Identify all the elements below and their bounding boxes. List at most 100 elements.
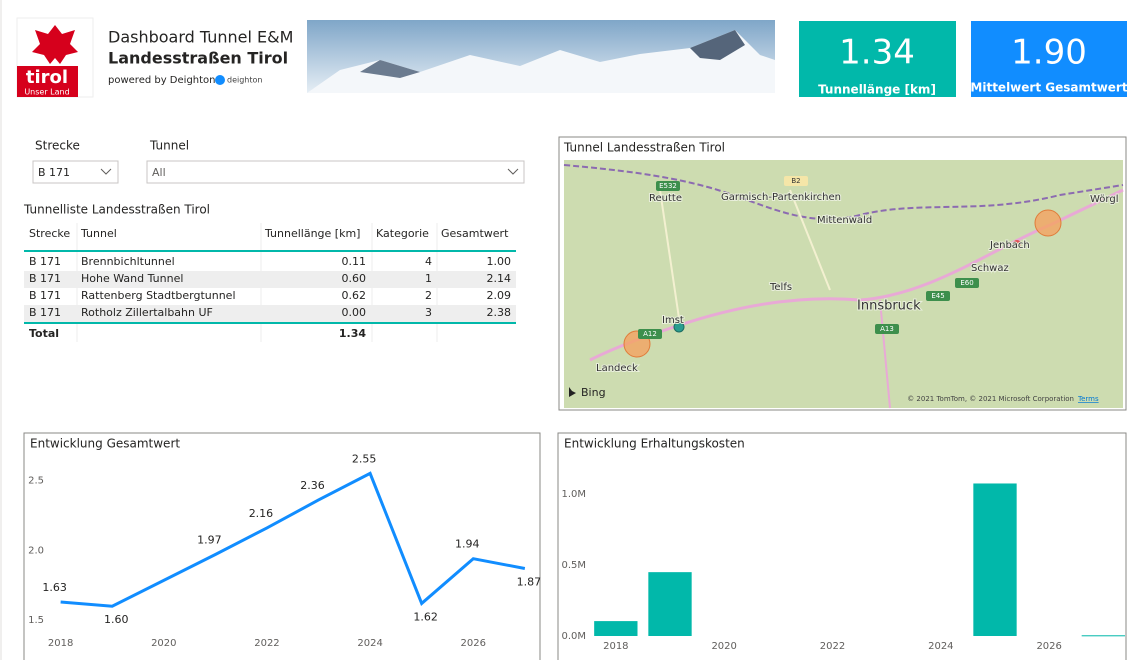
map-road [879, 299, 891, 409]
tunnel-marker[interactable] [1034, 209, 1062, 237]
cell: Rotholz Zillertalbahn UF [81, 306, 213, 319]
map: Reutte Garmisch-Partenkirchen Mittenwald Je… [563, 160, 1124, 409]
kpi-value: 1.34 [839, 33, 915, 73]
bar [648, 572, 692, 636]
logo-sub: Unser Land [24, 88, 69, 97]
dropdown-arrow [507, 168, 519, 175]
total-value: 1.34 [339, 327, 366, 340]
subtitle: Landesstraßen Tirol [108, 49, 288, 68]
data-label: 1.97 [197, 533, 222, 546]
bar [973, 483, 1017, 636]
place-label: Innsbruck [857, 299, 921, 314]
banner-rock [360, 60, 420, 78]
column-header: Tunnellänge [km] [264, 227, 360, 240]
map-terms[interactable]: Terms [1077, 395, 1099, 403]
cell: 0.11 [342, 255, 367, 268]
kpi-card [799, 21, 956, 97]
y-tick-label: 1.5 [28, 615, 44, 626]
logo-eagle [32, 25, 78, 64]
tunnel-marker[interactable] [1013, 240, 1021, 248]
road-label: E60 [960, 279, 973, 287]
chart-panel [23, 432, 541, 660]
charts: 1.5 2.0 2.5 2018 2020 2022 2024 2026 1.63 1.60 1.9… [28, 452, 1125, 652]
data-label: 2.55 [352, 452, 377, 465]
chart-title: Entwicklung Gesamtwert [30, 437, 180, 451]
logo: tirol Unser Land [16, 17, 94, 98]
cell: B 171 [29, 289, 61, 302]
place-label: Telfs [769, 282, 792, 293]
map-road [659, 189, 831, 326]
road-shield [656, 181, 680, 191]
chart-panel [557, 432, 1127, 660]
column-header: Kategorie [376, 227, 429, 240]
x-tick-label: 2022 [254, 638, 279, 649]
road-label: A13 [880, 325, 894, 333]
place-label: Reutte [649, 193, 682, 204]
header-rule [24, 250, 516, 252]
total-rule [24, 322, 516, 324]
cell: 2.38 [487, 306, 512, 319]
data-label: 1.94 [455, 538, 480, 551]
x-tick-label: 2018 [603, 641, 628, 652]
map-copyright: © 2021 TomTom, © 2021 Microsoft Corporat… [907, 395, 1074, 403]
x-tick-label: 2018 [48, 638, 73, 649]
place-label: Imst [662, 315, 684, 326]
x-tick-label: 2022 [820, 641, 845, 652]
kpi-card [971, 21, 1127, 97]
powered: powered by Deighton [108, 75, 216, 86]
bar [1081, 635, 1125, 637]
place-label: Garmisch-Partenkirchen [721, 192, 841, 203]
logo-band [17, 66, 78, 97]
dropdown[interactable] [146, 160, 525, 184]
dropdown[interactable] [32, 160, 119, 184]
filter-label: Tunnel [149, 139, 189, 153]
dropdown-arrow [100, 168, 112, 175]
y-tick-label: 2.0 [28, 545, 44, 556]
line [60, 471, 526, 608]
place-label: Wörgl [1090, 194, 1118, 205]
table: Strecke Tunnel Tunnellänge [km] Kategorie Ge… [24, 223, 516, 342]
map-title: Tunnel Landesstraßen Tirol [563, 141, 725, 155]
total-label: Total [29, 327, 59, 340]
map-land [564, 160, 1123, 408]
cell: 0.62 [342, 289, 367, 302]
column-header: Tunnel [80, 227, 117, 240]
cell: 1.00 [487, 255, 512, 268]
cell: 2 [425, 289, 432, 302]
road-shield [638, 329, 662, 339]
kpi-label: Mittelwert Gesamtwert [970, 81, 1127, 95]
bing-icon [569, 387, 576, 397]
banner-rock [690, 30, 745, 60]
tunnel-marker[interactable] [673, 321, 685, 333]
x-tick-label: 2024 [357, 638, 382, 649]
y-tick-label: 0.0M [561, 631, 586, 642]
road-shield [875, 324, 899, 334]
dropdown-value: B 171 [38, 166, 70, 179]
place-label: Mittenwald [817, 215, 872, 226]
cell: B 171 [29, 272, 61, 285]
data-label: 1.87 [517, 575, 542, 588]
row-band [24, 271, 516, 288]
bar [594, 621, 638, 636]
banner [307, 20, 775, 93]
x-tick-label: 2020 [151, 638, 176, 649]
road-label: B2 [791, 177, 800, 185]
y-tick-label: 1.0M [561, 489, 586, 500]
cell: B 171 [29, 306, 61, 319]
data-label: 2.36 [300, 479, 325, 492]
dropdown-value: All [152, 166, 166, 179]
x-tick-label: 2024 [928, 641, 953, 652]
y-tick-label: 2.5 [28, 475, 44, 486]
cell: 0.00 [342, 306, 367, 319]
place-label: Landeck [596, 363, 638, 374]
place-label: Schwaz [971, 263, 1009, 274]
cell: Brennbichltunnel [81, 255, 175, 268]
cell: Hohe Wand Tunnel [81, 272, 183, 285]
x-tick-label: 2020 [711, 641, 736, 652]
road-label: E532 [659, 182, 677, 190]
table-header-bg [24, 223, 516, 251]
cell: 1 [425, 272, 432, 285]
row-band [24, 305, 516, 322]
